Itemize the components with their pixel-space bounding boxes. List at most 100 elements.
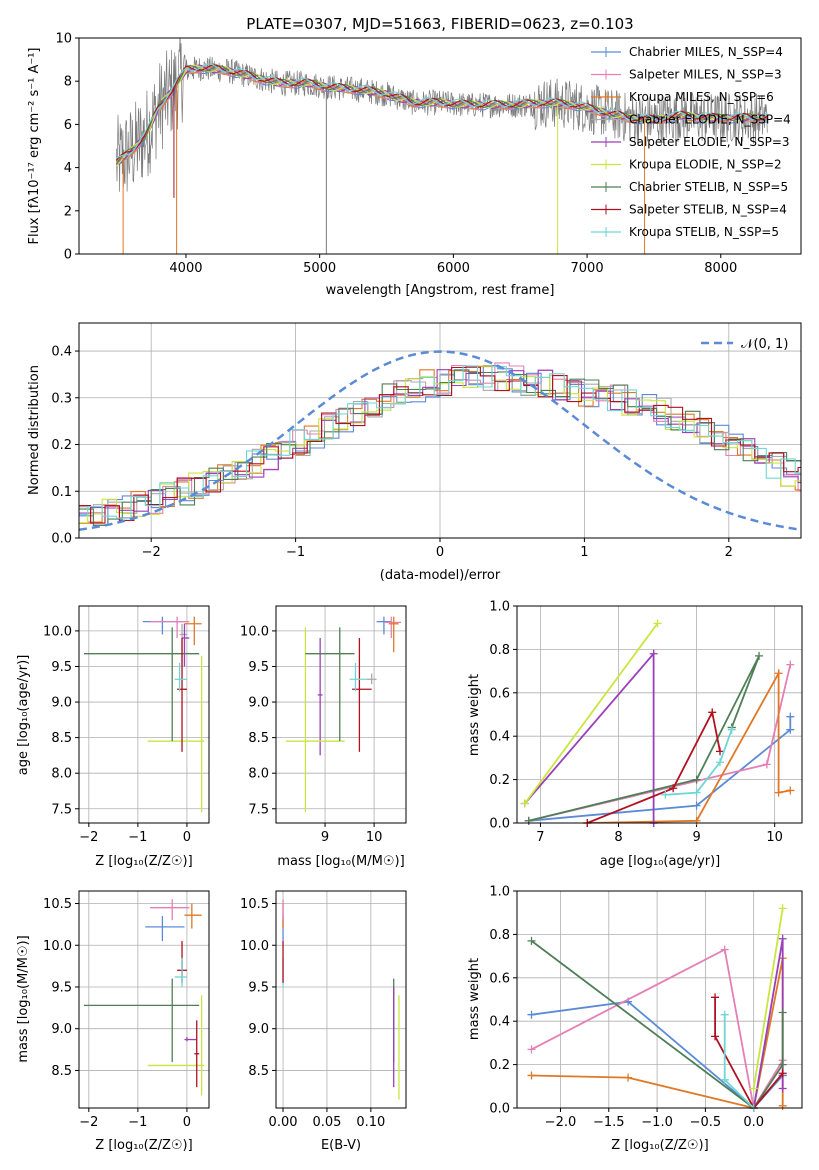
weight-vs-age-marker-kroupa_miles [786, 786, 795, 795]
spectrum-ytick-label: 4 [64, 161, 72, 176]
weight-vs-z-marker-kroupa_stelib [720, 1010, 729, 1019]
weight-vs-z-marker-kroupa_miles [527, 1071, 536, 1080]
residuals-xtick-label: 0 [436, 545, 444, 560]
weight-vs-z-xtick-label: −0.5 [690, 1115, 722, 1130]
spectrum-legend-label: Salpeter STELIB, N_SSP=4 [629, 203, 787, 217]
spectrum-xtick-label: 5000 [303, 261, 336, 276]
mass-vs-z-ytick-label: 10.0 [43, 939, 72, 954]
mass-vs-ebv-axes: 0.00 0.05 0.10 8.5 9.0 9.5 10.0 10.5 [240, 891, 406, 1130]
mass-vs-ebv-ytick-label: 9.5 [248, 980, 269, 995]
weight-vs-z-marker-kroupa_elodie [749, 1084, 758, 1093]
weight-vs-age-line-kroupa_elodie [524, 622, 659, 805]
weight-vs-z-ytick-label: 0.8 [489, 928, 510, 943]
age-vs-z-ytick-label: 8.5 [51, 731, 72, 746]
residuals-ytick-label: 0.1 [51, 485, 72, 500]
weight-vs-age-line-salpeter_stelib [586, 709, 721, 823]
age-vs-z-axes: −2 −1 0 7.5 8.0 8.5 9.0 9.5 10.0 [43, 606, 209, 845]
spectrum-legend-label: Kroupa MILES, N_SSP=6 [629, 90, 774, 104]
mass-vs-z-frame [78, 890, 210, 1109]
residuals-ylabel: Normed distribution [27, 365, 42, 495]
spectrum-axes: 4000 5000 6000 7000 8000 0 2 4 6 8 10 [55, 32, 737, 277]
mass-vs-ebv-xtick-label: 0.10 [356, 1115, 385, 1130]
age-vs-mass-ytick-label: 10.0 [240, 624, 269, 639]
age-vs-mass-ytick-label: 9.5 [248, 660, 269, 675]
weight-vs-z-marker-salpeter_elodie [778, 1084, 787, 1093]
mass-z-xlabel: Z [log₁₀(Z/Z☉)] [95, 1138, 192, 1153]
spectrum-legend-label: Kroupa ELODIE, N_SSP=2 [629, 158, 782, 172]
residuals-ytick-label: 0.2 [51, 438, 72, 453]
residuals-xlabel: (data-model)/error [380, 568, 501, 583]
weight-age-ylabel: mass weight [467, 674, 482, 756]
weight-vs-age-marker-salpeter_miles [786, 660, 795, 669]
weight-vs-age-marker-kroupa_miles [774, 788, 783, 797]
weight-vs-age-marker-kroupa_miles [774, 669, 783, 678]
weight-vs-z-frame [516, 890, 803, 1109]
mass-vs-z-ytick-label: 8.5 [51, 1064, 72, 1079]
weight-vs-z-marker-salpeter_stelib [711, 1032, 720, 1041]
age-vs-z-ytick-label: 9.5 [51, 660, 72, 675]
weight-vs-age-xtick-label: 7 [536, 830, 544, 845]
mass-vs-z-xtick-label: 0 [183, 1115, 191, 1130]
weight-vs-age-ytick-label: 1.0 [489, 600, 510, 615]
age-vs-mass-ytick-label: 9.0 [248, 696, 269, 711]
age-vs-z-ytick-label: 7.5 [51, 802, 72, 817]
age-vs-z-ytick-label: 10.0 [43, 624, 72, 639]
spectrum-legend-label: Chabrier STELIB, N_SSP=5 [629, 180, 788, 194]
spectrum-xtick-label: 4000 [169, 261, 202, 276]
residuals-frame [78, 322, 802, 539]
spectrum-ytick-label: 8 [64, 75, 72, 90]
mass-z-ylabel: mass [log₁₀(M/M☉)] [16, 935, 31, 1062]
weight-vs-z-marker-kroupa_stelib [720, 1075, 729, 1084]
mass-vs-ebv-frame [275, 890, 407, 1109]
spectrum-ytick-label: 0 [64, 248, 72, 263]
weight-vs-age-marker-salpeter_elodie [649, 649, 658, 658]
spectrum-ytick-label: 2 [64, 204, 72, 219]
weight-vs-age-marker-salpeter_stelib [669, 784, 678, 793]
weight-vs-z-line-salpeter_stelib [714, 997, 784, 1108]
age-vs-mass-frame [275, 605, 407, 824]
mass-vs-z-ytick-label: 10.5 [43, 897, 72, 912]
age-vs-z-ytick-label: 9.0 [51, 696, 72, 711]
weight-vs-z-marker-salpeter_stelib [778, 1069, 787, 1078]
mass-vs-z-xtick-label: −2 [79, 1115, 98, 1130]
weight-vs-z-xtick-label: −1.0 [641, 1115, 673, 1130]
spectrum-legend-label: Chabrier ELODIE, N_SSP=4 [629, 113, 791, 127]
weight-vs-z-ytick-label: 0.6 [489, 971, 510, 986]
age-vs-z-xtick-label: −1 [128, 830, 147, 845]
weight-vs-age-ytick-label: 0.2 [489, 773, 510, 788]
mass-vs-ebv-ytick-label: 10.5 [240, 897, 269, 912]
mass-vs-ebv-ytick-label: 10.0 [240, 939, 269, 954]
weight-vs-z-line-chabrier_stelib [530, 940, 784, 1108]
spectrum-title: PLATE=0307, MJD=51663, FIBERID=0623, z=0… [246, 15, 633, 33]
weight-vs-z-ytick-label: 0.2 [489, 1058, 510, 1073]
mass-vs-ebv-ytick-label: 9.0 [248, 1022, 269, 1037]
weight-vs-z-xtick-label: 0.0 [743, 1115, 764, 1130]
mass-vs-ebv-xtick-label: 0.05 [312, 1115, 341, 1130]
residuals-ytick-label: 0.4 [51, 345, 72, 360]
weight-vs-age-marker-kroupa_stelib [716, 758, 725, 767]
weight-vs-age-line-kroupa_stelib [665, 729, 733, 796]
spectrum-xlabel: wavelength [Angstrom, rest frame] [326, 283, 555, 298]
spectrum-legend-label: Salpeter ELODIE, N_SSP=3 [629, 135, 790, 149]
weight-vs-age-ytick-label: 0.4 [489, 730, 510, 745]
age-mass-xlabel: mass [log₁₀(M/M☉)] [277, 854, 404, 869]
weight-vs-z-line-salpeter_miles [531, 948, 784, 1108]
weight-vs-z-ytick-label: 1.0 [489, 885, 510, 900]
weight-vs-z-xtick-label: −1.5 [593, 1115, 625, 1130]
weight-vs-age-marker-kroupa_stelib [692, 788, 701, 797]
age-vs-mass-ytick-label: 7.5 [248, 802, 269, 817]
weight-age-xlabel: age [log₁₀(age/yr)] [600, 854, 721, 869]
weight-vs-z-marker-kroupa_miles [624, 1073, 633, 1082]
weight-vs-age-marker-kroupa_stelib [727, 725, 736, 734]
residuals-legend-label: 𝒩(0, 1) [741, 337, 788, 352]
age-vs-mass-xtick-label: 9 [321, 830, 329, 845]
weight-vs-age-marker-kroupa_elodie [520, 799, 529, 808]
residuals-xtick-label: −1 [286, 545, 305, 560]
weight-vs-age-marker-chabrier_stelib [755, 651, 764, 660]
spectrum-model-chabrier_stelib [115, 65, 768, 165]
spectrum-ytick-label: 6 [64, 118, 72, 133]
residuals-xtick-label: −2 [142, 545, 161, 560]
residuals-hist-kroupa_stelib [79, 365, 801, 519]
